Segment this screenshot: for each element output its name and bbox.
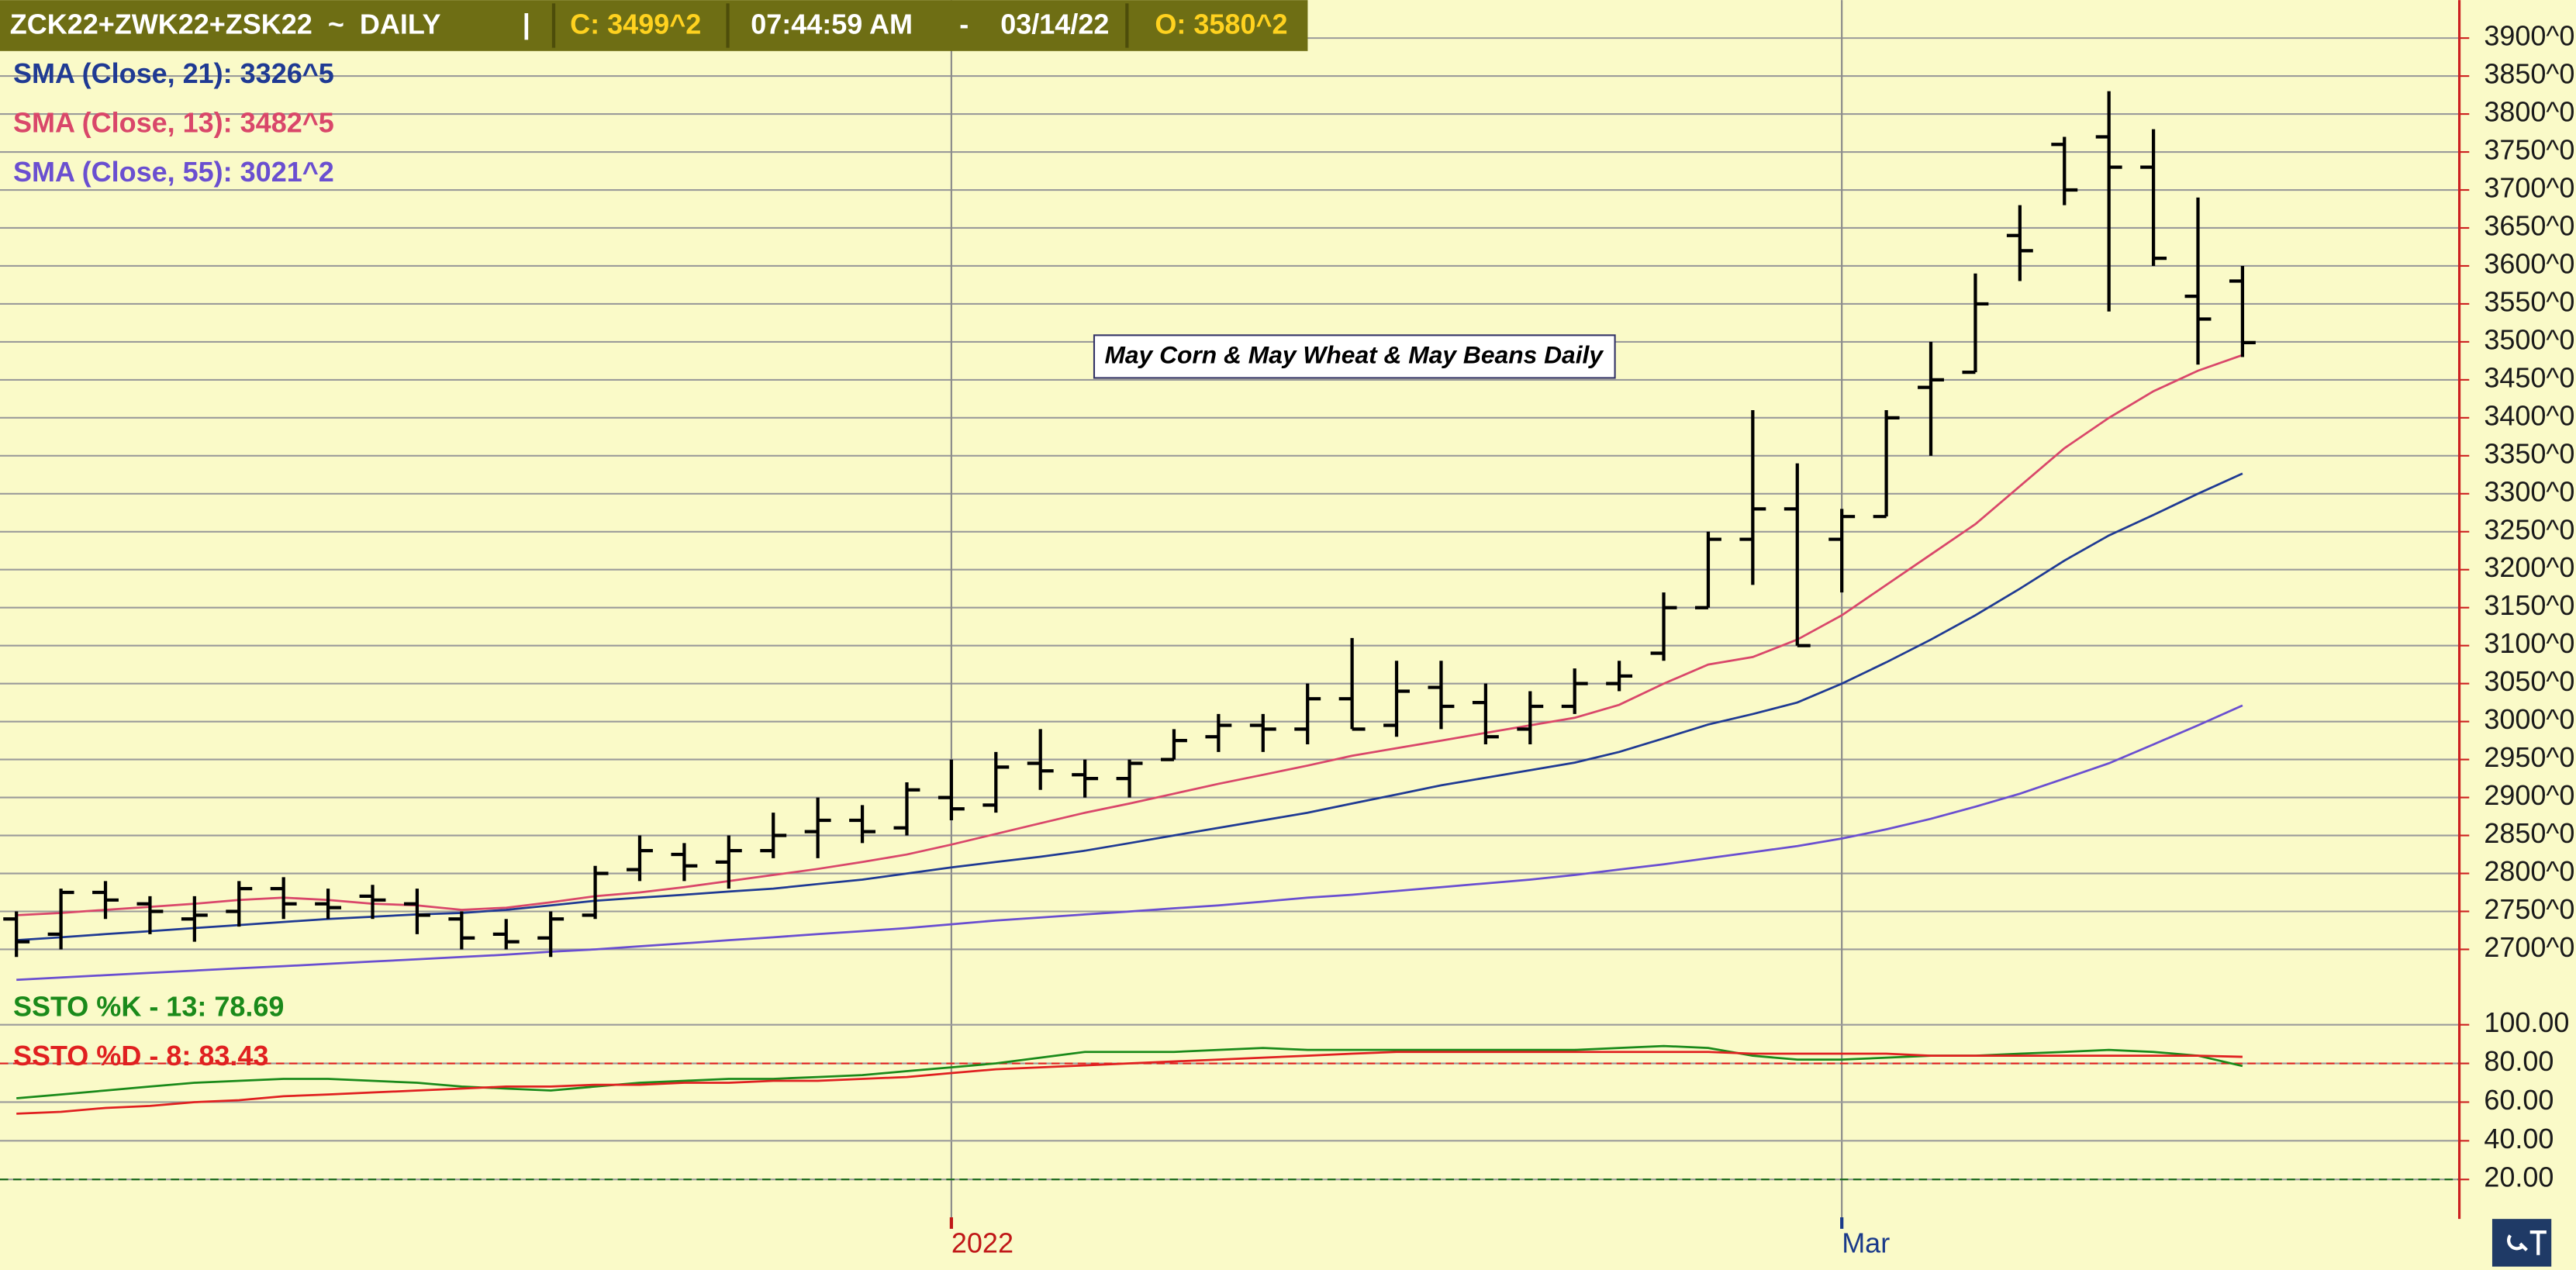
header-symbol: ZCK22+ZWK22+ZSK22 ~ DAILY bbox=[10, 9, 441, 40]
x-tick-label: Mar bbox=[1842, 1227, 1890, 1259]
legend-entry: SSTO %K - 13: 78.69 bbox=[13, 991, 285, 1023]
y-tick-label: 2700^0 bbox=[2484, 931, 2574, 963]
y-tick-label: 3250^0 bbox=[2484, 513, 2574, 545]
series-line bbox=[16, 704, 2243, 982]
y-tick-label: 3450^0 bbox=[2484, 361, 2574, 393]
y-tick-label: 2800^0 bbox=[2484, 855, 2574, 887]
header-time: 07:44:59 AM bbox=[751, 9, 913, 40]
y-tick-label: 3900^0 bbox=[2484, 20, 2574, 52]
legend-entry: SMA (Close, 13): 3482^5 bbox=[13, 107, 334, 139]
y-tick-label: 3650^0 bbox=[2484, 210, 2574, 242]
annotation: May Corn & May Wheat & May Beans Daily bbox=[1104, 340, 1604, 368]
y-tick-label: 40.00 bbox=[2484, 1123, 2554, 1154]
y-tick-label: 3300^0 bbox=[2484, 475, 2574, 507]
series-line bbox=[16, 1051, 2243, 1115]
y-tick-label: 3750^0 bbox=[2484, 134, 2574, 166]
y-tick-label: 3500^0 bbox=[2484, 323, 2574, 355]
y-tick-label: 3700^0 bbox=[2484, 172, 2574, 204]
y-tick-label: 3350^0 bbox=[2484, 437, 2574, 469]
y-tick-label: 3600^0 bbox=[2484, 247, 2574, 279]
y-tick-label: 60.00 bbox=[2484, 1084, 2554, 1116]
y-tick-label: 3050^0 bbox=[2484, 665, 2574, 697]
logo-glyph bbox=[2507, 1230, 2547, 1255]
legend-entry: SMA (Close, 21): 3326^5 bbox=[13, 57, 334, 89]
header-bar bbox=[0, 0, 1308, 51]
series-line bbox=[16, 1044, 2243, 1099]
y-tick-label: 2850^0 bbox=[2484, 817, 2574, 849]
annotation-box bbox=[1093, 334, 1616, 379]
y-tick-label: 3100^0 bbox=[2484, 627, 2574, 659]
y-tick-label: 3200^0 bbox=[2484, 551, 2574, 583]
marks-layer bbox=[0, 91, 2460, 1181]
header-close: C: 3499^2 bbox=[570, 9, 701, 40]
logo bbox=[2491, 1219, 2552, 1267]
header-date: 03/14/22 bbox=[1000, 9, 1109, 40]
y-tick-label: 3400^0 bbox=[2484, 399, 2574, 431]
header-dash: - bbox=[959, 9, 969, 40]
header-separator-text: | bbox=[523, 9, 530, 41]
y-tick-label: 20.00 bbox=[2484, 1161, 2554, 1193]
header-open: O: 3580^2 bbox=[1155, 9, 1287, 40]
y-tick-label: 100.00 bbox=[2484, 1006, 2569, 1038]
series-line bbox=[16, 354, 2243, 916]
y-tick-label: 2950^0 bbox=[2484, 741, 2574, 773]
y-tick-label: 3150^0 bbox=[2484, 589, 2574, 621]
y-tick-label: 3000^0 bbox=[2484, 703, 2574, 735]
x-tick-label: 2022 bbox=[951, 1227, 1013, 1259]
legend-entry: SMA (Close, 55): 3021^2 bbox=[13, 156, 334, 188]
y-tick-label: 2750^0 bbox=[2484, 893, 2574, 925]
y-tick-label: 80.00 bbox=[2484, 1045, 2554, 1077]
y-tick-label: 2900^0 bbox=[2484, 779, 2574, 811]
series-line bbox=[16, 472, 2243, 942]
y-tick-label: 3550^0 bbox=[2484, 285, 2574, 317]
y-tick-label: 3850^0 bbox=[2484, 58, 2574, 90]
legend-entry: SSTO %D - 8: 83.43 bbox=[13, 1040, 268, 1072]
y-tick-label: 3800^0 bbox=[2484, 96, 2574, 128]
